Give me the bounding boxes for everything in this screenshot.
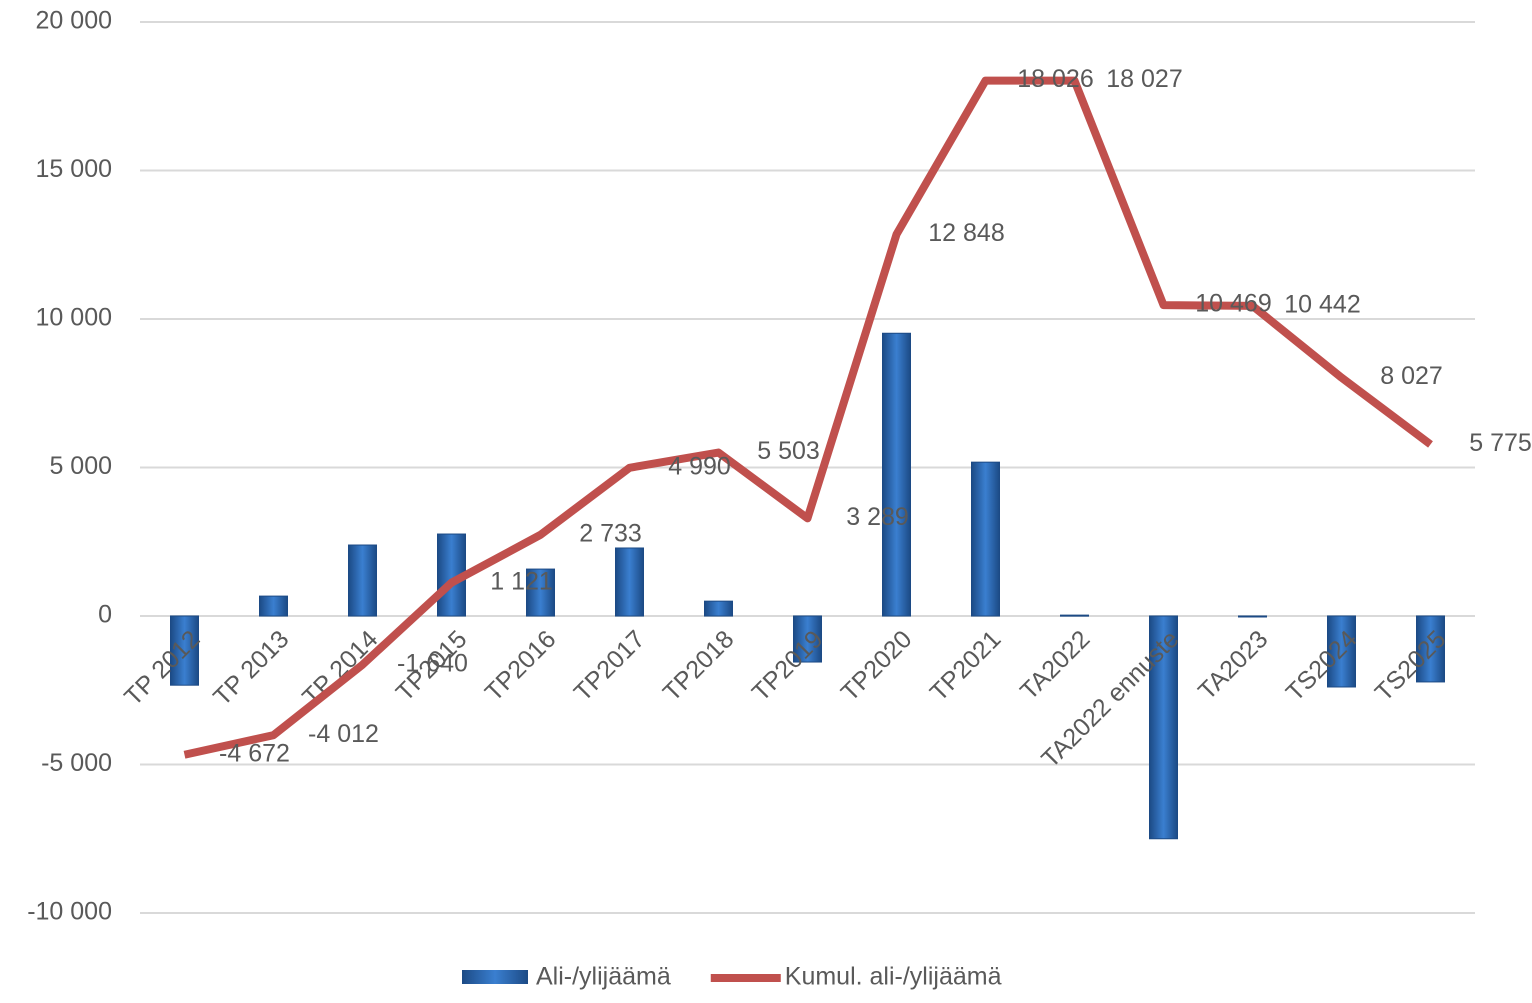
x-tick-label: TP 2014 xyxy=(297,625,383,711)
legend-label: Ali-/ylijäämä xyxy=(536,963,671,991)
x-tick-label: TP2018 xyxy=(658,625,740,707)
legend-swatch xyxy=(462,970,528,984)
y-tick-label: 10 000 xyxy=(36,304,112,332)
bar xyxy=(1149,615,1178,840)
x-tick-label: TP 2013 xyxy=(208,625,294,711)
data-label: 5 775 xyxy=(1469,429,1532,457)
bar xyxy=(615,547,644,617)
x-tick-label: TA2023 xyxy=(1193,625,1273,705)
data-label: -4 672 xyxy=(219,739,290,767)
y-tick-label: -5 000 xyxy=(41,749,112,777)
line xyxy=(183,76,1433,759)
bar xyxy=(1238,615,1267,618)
x-tick-label: TP2021 xyxy=(925,625,1007,707)
x-tick-label: TP2019 xyxy=(747,625,829,707)
y-tick-label: -10 000 xyxy=(27,898,112,926)
bar xyxy=(971,461,1000,617)
x-tick-label: TP2017 xyxy=(569,625,651,707)
data-label: -4 012 xyxy=(308,720,379,748)
data-label: 12 848 xyxy=(928,219,1004,247)
data-label: -1 640 xyxy=(397,649,468,677)
bar xyxy=(1416,615,1445,683)
bar xyxy=(1060,614,1089,617)
data-label: 5 503 xyxy=(757,437,820,465)
legend-label: Kumul. ali-/ylijäämä xyxy=(785,963,1002,991)
x-tick-label: TP2020 xyxy=(836,625,918,707)
data-label: 1 121 xyxy=(490,567,553,595)
bar xyxy=(704,600,733,617)
bar xyxy=(526,568,555,617)
data-label: 10 469 xyxy=(1195,290,1271,318)
data-label: 18 026 xyxy=(1017,65,1093,93)
bar xyxy=(1327,615,1356,688)
data-label: 3 289 xyxy=(846,503,909,531)
bar xyxy=(170,615,199,686)
bar xyxy=(882,332,911,617)
bar xyxy=(348,544,377,617)
data-label: 8 027 xyxy=(1380,362,1443,390)
data-label: 2 733 xyxy=(579,519,642,547)
data-label: 10 442 xyxy=(1284,290,1360,318)
y-tick-label: 5 000 xyxy=(49,452,112,480)
bar xyxy=(793,615,822,663)
bar xyxy=(259,595,288,617)
y-tick-label: 0 xyxy=(98,601,112,629)
x-tick-label: TP2016 xyxy=(480,625,562,707)
y-tick-label: 20 000 xyxy=(36,7,112,35)
data-label: 18 027 xyxy=(1106,65,1182,93)
y-tick-label: 15 000 xyxy=(36,155,112,183)
data-label: 4 990 xyxy=(668,452,731,480)
x-tick-label: TA2022 xyxy=(1015,625,1095,705)
